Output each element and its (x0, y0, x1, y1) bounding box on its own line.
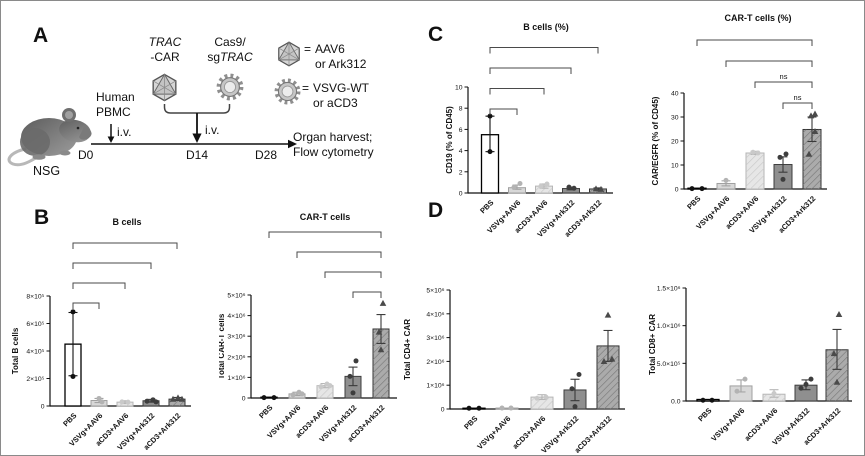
legend-aav-line2: or Ark312 (315, 57, 367, 71)
svg-text:0.0: 0.0 (671, 399, 681, 406)
chart-b-cells-percent: 0 2 4 6 8 10 B cells (%) CD19 (% of CD45) PBS VSV… (441, 9, 646, 237)
svg-text:PBS: PBS (696, 406, 713, 423)
timeline-d14: D14 (186, 148, 209, 162)
svg-text:Total CD8+ CAR: Total CD8+ CAR (648, 314, 657, 375)
svg-text:6×10⁵: 6×10⁵ (26, 321, 44, 328)
svg-text:1×10⁶: 1×10⁶ (426, 383, 444, 390)
svg-text:PBS: PBS (462, 414, 479, 431)
svg-text:1×10⁶: 1×10⁶ (227, 375, 245, 382)
svg-text:PBS: PBS (478, 198, 495, 215)
svg-text:CAR/EGFR (% of CD45): CAR/EGFR (% of CD45) (651, 96, 660, 185)
panel-label-c: C (428, 23, 444, 46)
svg-text:6: 6 (459, 127, 463, 134)
trac-car-label: TRAC -CAR (148, 35, 182, 64)
svg-text:4: 4 (459, 148, 463, 155)
svg-text:VSVg+AAV6: VSVg+AAV6 (709, 406, 746, 443)
legend-vsvg-line1: VSVG-WT (313, 81, 370, 95)
svg-text:0: 0 (242, 396, 246, 403)
svg-text:CAR-T cells: CAR-T cells (300, 212, 351, 222)
svg-text:5×10⁶: 5×10⁶ (227, 293, 245, 300)
svg-text:CAR-T cells (%): CAR-T cells (%) (724, 13, 791, 23)
schematic-canvas (7, 104, 297, 167)
lentivirus-gear-icon (216, 73, 244, 101)
svg-text:0: 0 (441, 407, 445, 414)
svg-text:Total B cells: Total B cells (11, 327, 20, 374)
human-pbmc-label: Human PBMC (96, 90, 135, 119)
svg-text:PBS: PBS (257, 403, 274, 420)
cas9-sgtrac-label: Cas9/ sgTRAC (207, 35, 253, 64)
aav-capsid-icon (152, 73, 177, 102)
iv-label-d14: i.v. (205, 123, 220, 137)
svg-text:4×10⁶: 4×10⁶ (227, 313, 245, 320)
svg-text:4×10⁵: 4×10⁵ (26, 349, 44, 356)
svg-text:B cells (%): B cells (%) (523, 22, 569, 32)
legend-vsvg-line2: or aCD3 (313, 96, 358, 110)
svg-text:2: 2 (459, 169, 463, 176)
panel-label-d: D (428, 199, 444, 222)
svg-text:8: 8 (459, 106, 463, 113)
svg-text:VSVg+AAV6: VSVg+AAV6 (475, 414, 512, 451)
svg-text:8×10⁵: 8×10⁵ (26, 294, 44, 301)
panel-label-b: B (34, 206, 50, 229)
svg-text:3×10⁶: 3×10⁶ (227, 334, 245, 341)
svg-text:Total CAR-T cells: Total CAR-T cells (219, 313, 226, 379)
svg-text:0: 0 (459, 191, 463, 198)
svg-text:2×10⁵: 2×10⁵ (26, 376, 44, 383)
svg-text:2×10⁶: 2×10⁶ (426, 359, 444, 366)
svg-text:CD19 (% of CD45): CD19 (% of CD45) (445, 106, 454, 174)
svg-text:PBS: PBS (61, 411, 78, 428)
legend-vsvg-row: = VSVG-WT or aCD3 (302, 81, 369, 111)
svg-text:5×10⁶: 5×10⁶ (426, 288, 444, 295)
svg-text:1.5×10⁶: 1.5×10⁶ (657, 286, 681, 293)
svg-text:30: 30 (671, 115, 679, 122)
nsg-label: NSG (33, 164, 61, 178)
svg-text:10: 10 (671, 163, 679, 170)
panel-a-schematic: Human PBMC TRAC -CAR Cas9/ sgTRAC i.v. i… (1, 1, 451, 201)
svg-text:4×10⁶: 4×10⁶ (426, 311, 444, 318)
svg-text:ns: ns (794, 93, 802, 102)
svg-text:0: 0 (675, 187, 679, 194)
legend-aav-line1: AAV6 (315, 42, 345, 56)
svg-text:PBS: PBS (685, 194, 702, 211)
chart-car-t-cells-percent: 0 10 20 30 40 CAR-T cells (%) CAR/EGFR (% of C… (646, 3, 864, 233)
svg-text:10: 10 (455, 85, 463, 92)
svg-text:2×10⁶: 2×10⁶ (227, 354, 245, 361)
chart-total-car-t-cells: 0 1×10⁶ 2×10⁶ 3×10⁶ 4×10⁶ 5×10⁶ CAR-T cells Tot… (219, 201, 431, 455)
timeline-d0: D0 (78, 148, 94, 162)
svg-text:0: 0 (41, 404, 45, 411)
equals-sign: = (304, 42, 312, 56)
svg-text:3×10⁶: 3×10⁶ (426, 335, 444, 342)
chart-total-cd4-car: 0 1×10⁶ 2×10⁶ 3×10⁶ 4×10⁶ 5×10⁶ Total CD4+ CAR… (399, 243, 649, 455)
svg-text:5.0×10⁵: 5.0×10⁵ (657, 361, 681, 368)
iv-label-d0: i.v. (117, 125, 132, 139)
panel-label-a: A (33, 24, 49, 47)
aav-capsid-icon (278, 41, 300, 67)
svg-text:1.0×10⁶: 1.0×10⁶ (657, 323, 681, 330)
legend-aav-row: = AAV6 or Ark312 (304, 42, 366, 72)
svg-text:40: 40 (671, 91, 679, 98)
chart-total-b-cells: 0 2×10⁵ 4×10⁵ 6×10⁵ 8×10⁵ B cells Total B cell… (9, 205, 221, 455)
timeline-d28: D28 (255, 148, 278, 162)
vector-brace (163, 104, 231, 143)
svg-text:ns: ns (780, 72, 788, 81)
chart-total-cd8-car: 0.0 5.0×10⁵ 1.0×10⁶ 1.5×10⁶ Total CD8+ CAR PB… (646, 239, 864, 455)
equals-sign: = (302, 81, 310, 95)
lentivirus-gear-icon (274, 78, 301, 105)
endpoint-label: Organ harvest; Flow cytometry (293, 130, 374, 159)
svg-text:B cells: B cells (112, 217, 141, 227)
d0-injection-arrow (107, 124, 115, 143)
timeline-arrow (91, 139, 297, 149)
svg-text:Total CD4+ CAR: Total CD4+ CAR (403, 319, 412, 380)
svg-text:20: 20 (671, 139, 679, 146)
mouse-icon (7, 108, 92, 167)
